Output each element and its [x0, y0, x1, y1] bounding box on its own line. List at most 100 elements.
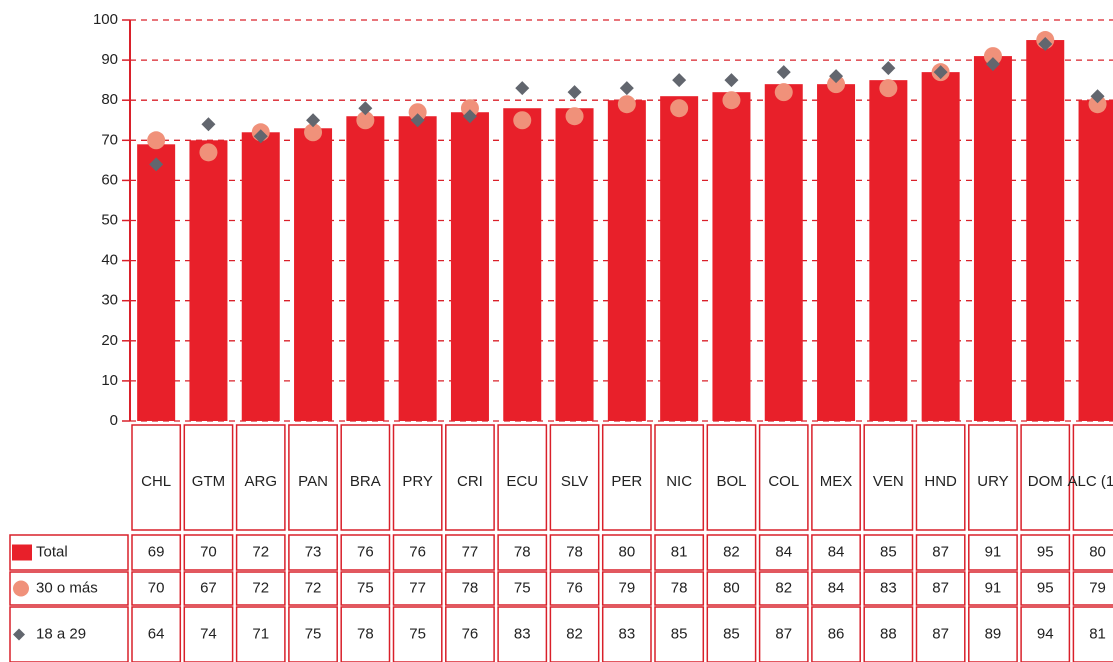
- y-tick-label: 40: [101, 252, 118, 269]
- table-value: 80: [723, 579, 740, 596]
- bar: [660, 96, 699, 421]
- table-cell: [392, 534, 443, 571]
- x-tick-label: HND: [924, 473, 957, 490]
- point: [774, 83, 793, 102]
- table-cell: [235, 534, 286, 571]
- table-cell: [706, 606, 757, 662]
- table-value: 87: [932, 579, 949, 596]
- table-value: 78: [671, 579, 688, 596]
- point: [304, 123, 323, 142]
- table-cell: [915, 606, 966, 662]
- table-value: 94: [1037, 625, 1054, 642]
- table-cell: [183, 534, 234, 571]
- table-value: 76: [566, 579, 583, 596]
- legend-swatch: [13, 580, 29, 597]
- point: [672, 73, 687, 88]
- table-value: 87: [932, 625, 949, 642]
- table-cell: [1072, 534, 1113, 571]
- table-cell: [288, 424, 338, 531]
- table-cell: [758, 606, 809, 662]
- table-cell: [654, 571, 705, 606]
- table-cell: [601, 534, 652, 571]
- y-tick-label: 80: [101, 91, 118, 108]
- table-value: 76: [462, 625, 479, 642]
- x-tick-label: ARG: [244, 473, 277, 490]
- bar: [712, 92, 751, 422]
- bar: [398, 116, 437, 422]
- point: [253, 129, 268, 144]
- table-value: 70: [200, 543, 217, 560]
- x-tick-label: NIC: [666, 473, 692, 490]
- table-cell: [811, 571, 861, 606]
- table-cell: [497, 571, 548, 606]
- point: [567, 85, 582, 100]
- x-tick-label: MEX: [820, 473, 853, 490]
- point: [515, 81, 530, 96]
- table-value: 82: [775, 579, 792, 596]
- table-value: 77: [462, 543, 479, 560]
- table-cell: [1020, 571, 1071, 606]
- legend-label: 30 o más: [36, 579, 98, 596]
- point: [460, 99, 479, 118]
- table-cell: [549, 424, 600, 531]
- table-cell: [288, 571, 338, 606]
- x-tick-label: ALC (18): [1068, 473, 1113, 490]
- x-tick-label: VEN: [873, 473, 904, 490]
- table-cell: [811, 606, 861, 662]
- table-value: 85: [723, 625, 740, 642]
- x-tick-label: DOM: [1028, 473, 1063, 490]
- point: [149, 157, 164, 172]
- table-cell: [183, 606, 234, 662]
- table-cell: [445, 424, 495, 531]
- table-cell: [235, 606, 286, 662]
- point: [408, 103, 427, 122]
- table-value: 74: [200, 625, 217, 642]
- bar: [555, 108, 594, 421]
- legend-label: 18 a 29: [36, 625, 86, 642]
- row-header-cell: [9, 534, 129, 571]
- table-value: 75: [514, 579, 531, 596]
- table-value: 67: [200, 579, 217, 596]
- table-value: 89: [985, 625, 1002, 642]
- table-value: 84: [775, 543, 792, 560]
- x-tick-label: COL: [768, 473, 799, 490]
- table-value: 87: [932, 543, 949, 560]
- table-cell: [235, 571, 286, 606]
- table-cell: [183, 424, 234, 531]
- table-cell: [1072, 606, 1113, 662]
- point: [462, 109, 477, 124]
- x-tick-label: BRA: [350, 473, 381, 490]
- table-value: 75: [357, 579, 374, 596]
- point: [827, 75, 846, 94]
- x-tick-label: CHL: [141, 473, 171, 490]
- table-value: 64: [148, 625, 165, 642]
- bar: [503, 108, 542, 421]
- table-value: 85: [880, 543, 897, 560]
- point: [829, 69, 844, 84]
- table-cell: [915, 571, 966, 606]
- table-cell: [601, 571, 652, 606]
- table-cell: [340, 534, 391, 571]
- table-cell: [863, 534, 914, 571]
- table-value: 88: [880, 625, 897, 642]
- table-value: 82: [723, 543, 740, 560]
- table-value: 79: [1089, 579, 1106, 596]
- table-cell: [1072, 571, 1113, 606]
- table-value: 83: [880, 579, 897, 596]
- point: [619, 81, 634, 96]
- x-tick-label: PAN: [298, 473, 328, 490]
- table-value: 79: [619, 579, 636, 596]
- y-tick-label: 70: [101, 131, 118, 148]
- point: [513, 111, 532, 130]
- table-cell: [968, 534, 1018, 571]
- table-cell: [968, 571, 1018, 606]
- bar: [764, 84, 803, 421]
- table-value: 71: [252, 625, 269, 642]
- table-value: 72: [252, 543, 269, 560]
- table-value: 81: [671, 543, 688, 560]
- point: [933, 65, 948, 80]
- table-value: 84: [828, 579, 845, 596]
- x-tick-label: BOL: [716, 473, 746, 490]
- bar: [921, 72, 960, 421]
